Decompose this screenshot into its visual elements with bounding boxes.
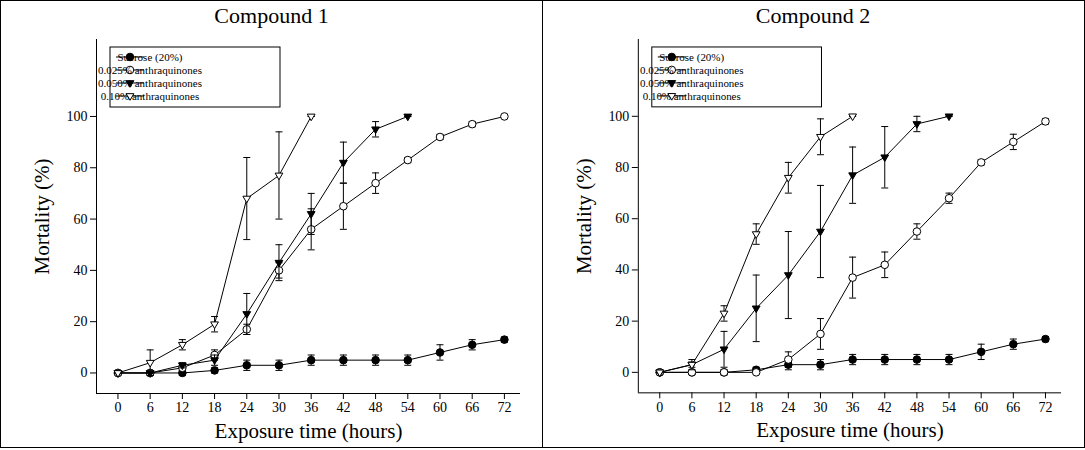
svg-text:0.025% anthraquinones: 0.025% anthraquinones [640,64,744,76]
svg-text:6: 6 [688,400,695,415]
svg-text:72: 72 [1038,400,1052,415]
svg-text:60: 60 [74,212,88,227]
svg-text:30: 30 [272,400,286,415]
svg-text:48: 48 [369,400,383,415]
svg-text:42: 42 [878,400,892,415]
svg-text:0: 0 [114,400,121,415]
svg-text:40: 40 [74,263,88,278]
svg-text:Exposure time (hours): Exposure time (hours) [756,418,943,442]
svg-text:54: 54 [942,400,956,415]
svg-text:0.050% anthraquinones: 0.050% anthraquinones [640,77,744,89]
svg-text:66: 66 [1006,400,1020,415]
svg-text:54: 54 [401,400,415,415]
svg-text:12: 12 [175,400,189,415]
svg-text:100: 100 [608,109,629,124]
svg-text:80: 80 [615,160,629,175]
svg-text:42: 42 [336,400,350,415]
svg-text:24: 24 [781,400,795,415]
svg-text:24: 24 [240,400,254,415]
svg-text:60: 60 [974,400,988,415]
svg-text:18: 18 [749,400,763,415]
svg-text:Sucrose (20%): Sucrose (20%) [659,51,724,64]
svg-text:66: 66 [465,400,479,415]
svg-text:20: 20 [74,314,88,329]
svg-text:48: 48 [910,400,924,415]
html-text:Compound 1: Compound 1 [214,3,329,28]
svg-text:36: 36 [846,400,860,415]
svg-text:30: 30 [813,400,827,415]
svg-text:100: 100 [67,109,88,124]
svg-text:Mortality (%): Mortality (%) [30,158,54,274]
svg-text:36: 36 [304,400,318,415]
svg-text:Exposure time (hours): Exposure time (hours) [215,419,403,443]
svg-text:20: 20 [615,314,629,329]
svg-text:60: 60 [615,211,629,226]
svg-text:80: 80 [74,160,88,175]
svg-text:60: 60 [433,400,447,415]
svg-text:Sucrose (20%): Sucrose (20%) [117,51,182,64]
svg-text:0: 0 [81,365,88,380]
svg-text:72: 72 [497,400,511,415]
svg-text:0: 0 [622,365,629,380]
svg-text:0.025% anthraquinones: 0.025% anthraquinones [98,64,202,76]
svg-text:Mortality (%): Mortality (%) [572,158,596,274]
svg-text:0.10% anthraquinones: 0.10% anthraquinones [101,90,199,102]
svg-text:0.050% anthraquinones: 0.050% anthraquinones [98,77,202,89]
svg-text:18: 18 [208,400,222,415]
svg-text:6: 6 [147,400,154,415]
svg-text:0: 0 [656,400,663,415]
svg-text:40: 40 [615,262,629,277]
svg-text:0.10% anthraquinones: 0.10% anthraquinones [643,90,741,102]
html-text:Compound 2: Compound 2 [755,3,871,28]
svg-text:12: 12 [717,400,731,415]
